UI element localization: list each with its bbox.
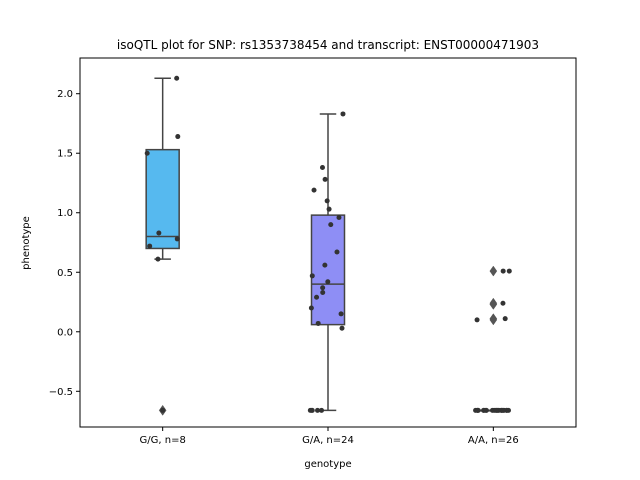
- data-point: [500, 268, 506, 274]
- data-point: [334, 249, 340, 255]
- outlier-marker: [489, 298, 498, 310]
- box-group: [145, 77, 180, 416]
- strip-group: [307, 111, 346, 413]
- data-point: [156, 230, 162, 236]
- data-point: [502, 316, 508, 322]
- data-point: [309, 407, 315, 413]
- data-point: [314, 294, 320, 300]
- chart-title: isoQTL plot for SNP: rs1353738454 and tr…: [117, 38, 539, 52]
- y-axis-label: phenotype: [21, 216, 32, 270]
- data-point: [144, 150, 150, 156]
- data-point: [311, 187, 317, 193]
- outlier-marker: [489, 265, 498, 277]
- data-point: [325, 279, 331, 285]
- x-tick-label: A/A, n=26: [468, 435, 519, 446]
- data-point: [175, 134, 181, 140]
- box: [310, 214, 346, 326]
- data-point: [339, 325, 345, 331]
- data-point: [474, 317, 480, 323]
- data-point: [174, 75, 180, 81]
- box-group: [310, 113, 346, 412]
- data-point: [155, 256, 161, 262]
- y-tick-label: 1.5: [57, 149, 73, 160]
- data-point: [322, 262, 328, 268]
- data-point: [320, 289, 326, 295]
- data-point: [493, 407, 499, 413]
- data-point: [315, 407, 321, 413]
- y-tick-label: 2.0: [57, 89, 73, 100]
- data-point: [309, 273, 315, 279]
- data-point: [160, 407, 166, 413]
- box-group: [476, 265, 511, 412]
- data-point: [338, 311, 344, 317]
- y-tick-label: 0.5: [57, 268, 73, 279]
- x-axis-label: genotype: [304, 459, 351, 470]
- strip-group: [473, 268, 512, 413]
- x-tick-label: G/G, n=8: [140, 435, 186, 446]
- data-point: [500, 300, 506, 306]
- data-point: [324, 198, 330, 204]
- data-point: [506, 268, 512, 274]
- data-point: [319, 165, 325, 171]
- data-point: [336, 215, 342, 221]
- y-tick-label: 1.0: [57, 208, 73, 219]
- y-tick-label: 0.0: [57, 327, 73, 338]
- data-point: [475, 407, 481, 413]
- data-point: [483, 407, 489, 413]
- box: [145, 148, 180, 250]
- data-point: [320, 285, 326, 291]
- outlier-marker: [489, 314, 498, 326]
- data-point: [315, 320, 321, 326]
- x-axis: G/G, n=8 G/A, n=24 A/A, n=26: [140, 427, 519, 446]
- plot-area: [144, 75, 512, 416]
- strip-group: [144, 75, 181, 413]
- data-point: [500, 407, 506, 413]
- y-axis: −0.5 0.0 0.5 1.0 1.5 2.0: [49, 89, 80, 398]
- data-point: [308, 305, 314, 311]
- data-point: [328, 222, 334, 228]
- data-point: [322, 176, 328, 182]
- x-tick-label: G/A, n=24: [302, 435, 354, 446]
- data-point: [319, 407, 325, 413]
- y-tick-label: −0.5: [49, 387, 73, 398]
- data-point: [340, 111, 346, 117]
- data-point: [147, 243, 153, 249]
- data-point: [326, 206, 332, 212]
- data-point: [174, 236, 180, 242]
